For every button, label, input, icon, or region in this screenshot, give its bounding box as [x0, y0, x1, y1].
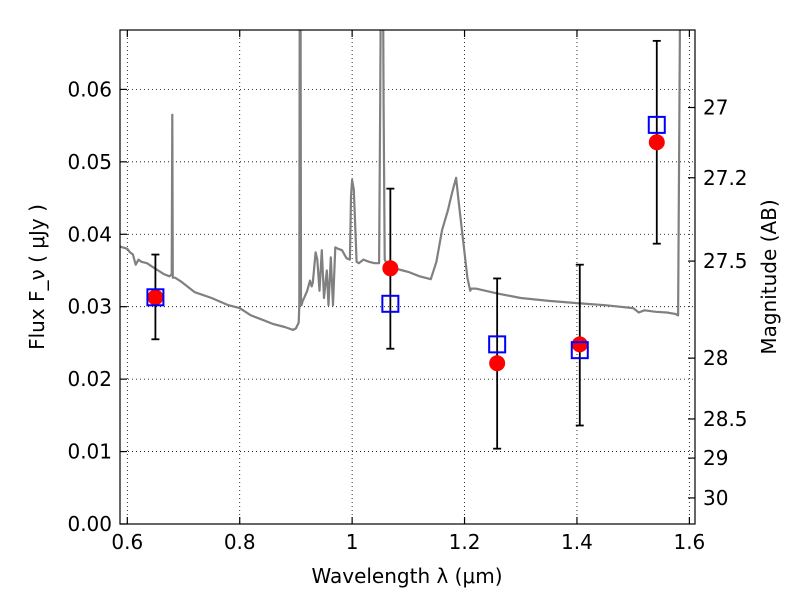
- x-tick-label: 1: [346, 530, 359, 554]
- right-tick-label: 30: [703, 486, 728, 510]
- model-point: [488, 335, 507, 354]
- y-axis-ticks: 0.00 0.01 0.02 0.03 0.04 0.05 0.06: [67, 77, 127, 536]
- x-tick-label: 1.2: [449, 530, 481, 554]
- model-point: [381, 294, 400, 313]
- observed-point: [489, 355, 506, 372]
- plot-frame: [119, 29, 696, 525]
- right-tick-label: 29: [703, 446, 728, 470]
- y-tick-label: 0.06: [67, 77, 112, 101]
- right-axis-title: Magnitude (AB): [757, 199, 781, 354]
- y-tick-label: 0.00: [67, 512, 112, 536]
- right-tick-label: 27.5: [703, 249, 748, 273]
- error-bars: [151, 39, 661, 450]
- y-tick-label: 0.04: [67, 222, 112, 246]
- model-point: [570, 341, 589, 360]
- y-tick-label: 0.03: [67, 295, 112, 319]
- observed-points: [147, 134, 665, 372]
- x-tick-label: 0.8: [224, 530, 256, 554]
- right-tick-label: 28.5: [703, 407, 748, 431]
- observed-point: [571, 336, 588, 353]
- y-tick-label: 0.05: [67, 150, 112, 174]
- right-axis-ticks: 27 27.2 27.5 28 28.5 29 30: [688, 96, 748, 510]
- observed-point: [382, 260, 399, 277]
- observed-point: [147, 289, 164, 306]
- model-bandpass-points: [146, 115, 666, 360]
- y-tick-label: 0.02: [67, 367, 112, 391]
- model-spectrum-line: [120, 30, 682, 331]
- y-axis-title: Flux F_ν ( μJy ): [25, 204, 49, 350]
- x-tick-label: 0.6: [111, 530, 143, 554]
- right-tick-label: 27.2: [703, 166, 748, 190]
- right-tick-label: 28: [703, 346, 728, 370]
- model-point: [146, 288, 165, 307]
- x-tick-label: 1.4: [561, 530, 593, 554]
- y-tick-label: 0.01: [67, 440, 112, 464]
- grid-lines: [120, 30, 695, 525]
- x-axis-title: Wavelength λ (μm): [311, 564, 502, 588]
- observed-point: [648, 134, 665, 151]
- right-tick-label: 27: [703, 96, 728, 120]
- x-tick-label: 1.6: [673, 530, 705, 554]
- model-point: [647, 115, 666, 134]
- x-axis-ticks: 0.6 0.8 1 1.2 1.4 1.6: [111, 30, 705, 554]
